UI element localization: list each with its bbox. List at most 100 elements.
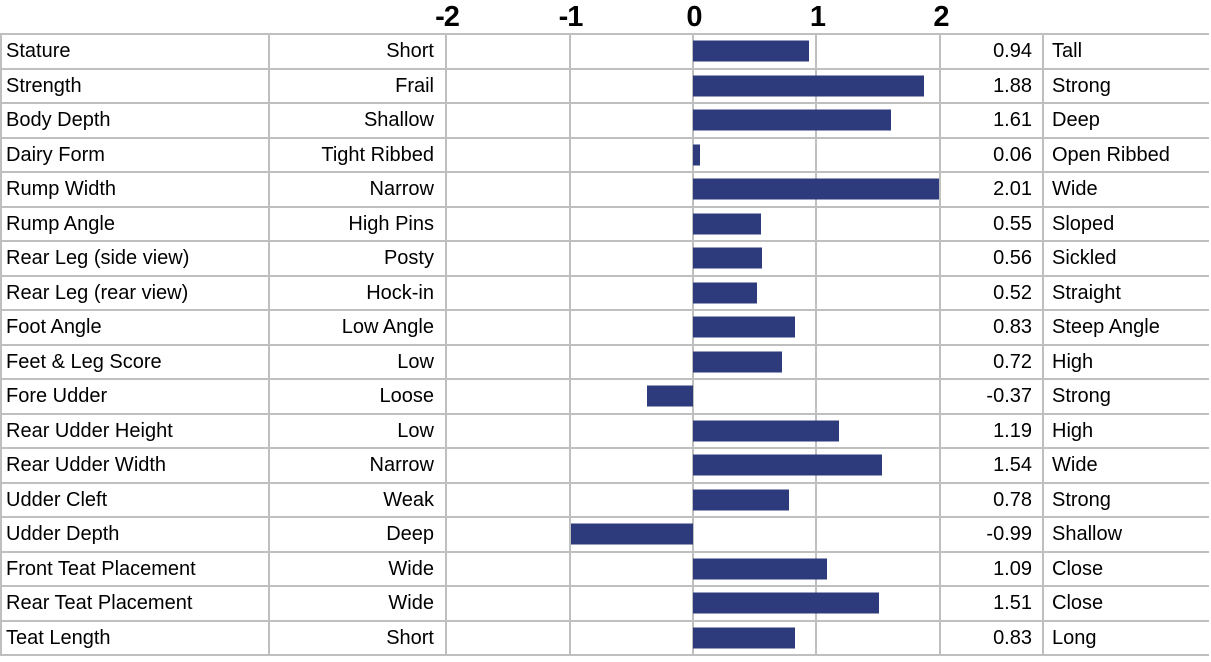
trait-row: Stature Short 0.94 Tall xyxy=(0,35,1209,70)
sta-bar xyxy=(693,75,925,97)
gridline xyxy=(569,311,571,344)
axis-tick-label: 2 xyxy=(933,1,949,33)
sta-bar xyxy=(693,282,757,304)
low-anchor-label: Short xyxy=(270,35,447,68)
trait-row: Rear Udder Height Low 1.19 High xyxy=(0,414,1209,449)
trait-row: Rear Leg (side view) Posty 0.56 Sickled xyxy=(0,242,1209,277)
gridline xyxy=(815,345,817,378)
low-anchor-label: Loose xyxy=(270,380,447,413)
trait-row: Rear Teat Placement Wide 1.51 Close xyxy=(0,587,1209,622)
low-anchor-label: Low xyxy=(270,414,447,447)
trait-row: Rump Width Narrow 2.01 Wide xyxy=(0,173,1209,208)
low-anchor-label: Wide xyxy=(270,587,447,620)
trait-name: Body Depth xyxy=(0,104,270,137)
sta-value: 0.83 xyxy=(941,311,1044,344)
trait-name: Foot Angle xyxy=(0,311,270,344)
low-anchor-label: Weak xyxy=(270,483,447,516)
chart-cell xyxy=(447,69,941,102)
gridline xyxy=(569,621,571,654)
gridline xyxy=(569,242,571,275)
chart-cell xyxy=(447,414,941,447)
trait-row: Teat Length Short 0.83 Long xyxy=(0,621,1209,656)
sta-bar xyxy=(693,109,892,131)
sta-bar xyxy=(571,523,693,545)
sta-bar xyxy=(693,213,761,235)
trait-name: Rear Udder Width xyxy=(0,449,270,482)
low-anchor-label: Frail xyxy=(270,69,447,102)
sta-bar xyxy=(693,316,796,338)
gridline xyxy=(569,449,571,482)
gridline xyxy=(815,242,817,275)
gridline xyxy=(569,483,571,516)
gridline xyxy=(569,414,571,447)
chart-cell xyxy=(447,311,941,344)
trait-name: Dairy Form xyxy=(0,138,270,171)
chart-cell xyxy=(447,587,941,620)
high-anchor-label: High xyxy=(1052,350,1094,373)
chart-cell xyxy=(447,242,941,275)
sta-bar xyxy=(693,144,701,166)
chart-cell xyxy=(447,104,941,137)
gridline xyxy=(569,345,571,378)
low-anchor-label: Low Angle xyxy=(270,311,447,344)
low-anchor-label: Tight Ribbed xyxy=(270,138,447,171)
low-anchor-label: Short xyxy=(270,621,447,654)
trait-row: Rump Angle High Pins 0.55 Sloped xyxy=(0,207,1209,242)
gridline xyxy=(569,587,571,620)
trait-name: Rear Leg (rear view) xyxy=(0,276,270,309)
high-anchor-label: Strong xyxy=(1052,74,1111,97)
chart-cell xyxy=(447,35,941,68)
low-anchor-label: Hock-in xyxy=(270,276,447,309)
sta-value: 0.56 xyxy=(941,242,1044,275)
high-anchor-label: Deep xyxy=(1052,109,1100,132)
gridline xyxy=(815,483,817,516)
sta-value: 2.01 xyxy=(941,173,1044,206)
gridline xyxy=(815,518,817,551)
high-anchor-label: Strong xyxy=(1052,385,1111,408)
sta-value: -0.37 xyxy=(941,380,1044,413)
chart-cell xyxy=(447,621,941,654)
low-anchor-label: Deep xyxy=(270,518,447,551)
high-anchor-label: Shallow xyxy=(1052,523,1123,546)
chart-cell xyxy=(447,449,941,482)
high-anchor-label: Wide xyxy=(1052,178,1098,201)
sta-bar xyxy=(693,592,879,614)
trait-name: Teat Length xyxy=(0,621,270,654)
trait-row: Udder Depth Deep -0.99 Shallow xyxy=(0,518,1209,553)
chart-cell xyxy=(447,518,941,551)
sta-value: 0.83 xyxy=(941,621,1044,654)
low-anchor-label: Wide xyxy=(270,552,447,585)
trait-name: Rear Teat Placement xyxy=(0,587,270,620)
trait-name: Rear Udder Height xyxy=(0,414,270,447)
chart-cell xyxy=(447,173,941,206)
high-anchor-label: Close xyxy=(1052,592,1104,615)
sta-bar xyxy=(693,247,762,269)
chart-cell xyxy=(447,207,941,240)
gridline xyxy=(692,380,694,413)
sta-value: 0.94 xyxy=(941,35,1044,68)
sta-bar xyxy=(693,627,796,649)
gridline xyxy=(569,35,571,68)
sta-bar xyxy=(693,351,782,373)
sta-bar xyxy=(693,558,828,580)
chart-cell xyxy=(447,380,941,413)
gridline xyxy=(569,173,571,206)
sta-value: 1.09 xyxy=(941,552,1044,585)
high-anchor-label: Long xyxy=(1052,626,1097,649)
sta-value: 1.51 xyxy=(941,587,1044,620)
trait-row: Rear Udder Width Narrow 1.54 Wide xyxy=(0,449,1209,484)
gridline xyxy=(569,207,571,240)
axis-tick-label: -1 xyxy=(558,1,584,33)
low-anchor-label: Shallow xyxy=(270,104,447,137)
high-anchor-label: Sickled xyxy=(1052,247,1117,270)
trait-name: Fore Udder xyxy=(0,380,270,413)
gridline xyxy=(815,380,817,413)
chart-cell xyxy=(447,138,941,171)
trait-row: Udder Cleft Weak 0.78 Strong xyxy=(0,483,1209,518)
axis-header: -2 -1 0 1 2 xyxy=(0,0,1211,33)
sta-bar xyxy=(693,40,809,62)
trait-name: Front Teat Placement xyxy=(0,552,270,585)
high-anchor-label: Strong xyxy=(1052,488,1111,511)
high-anchor-label: Sloped xyxy=(1052,212,1115,235)
trait-name: Udder Cleft xyxy=(0,483,270,516)
